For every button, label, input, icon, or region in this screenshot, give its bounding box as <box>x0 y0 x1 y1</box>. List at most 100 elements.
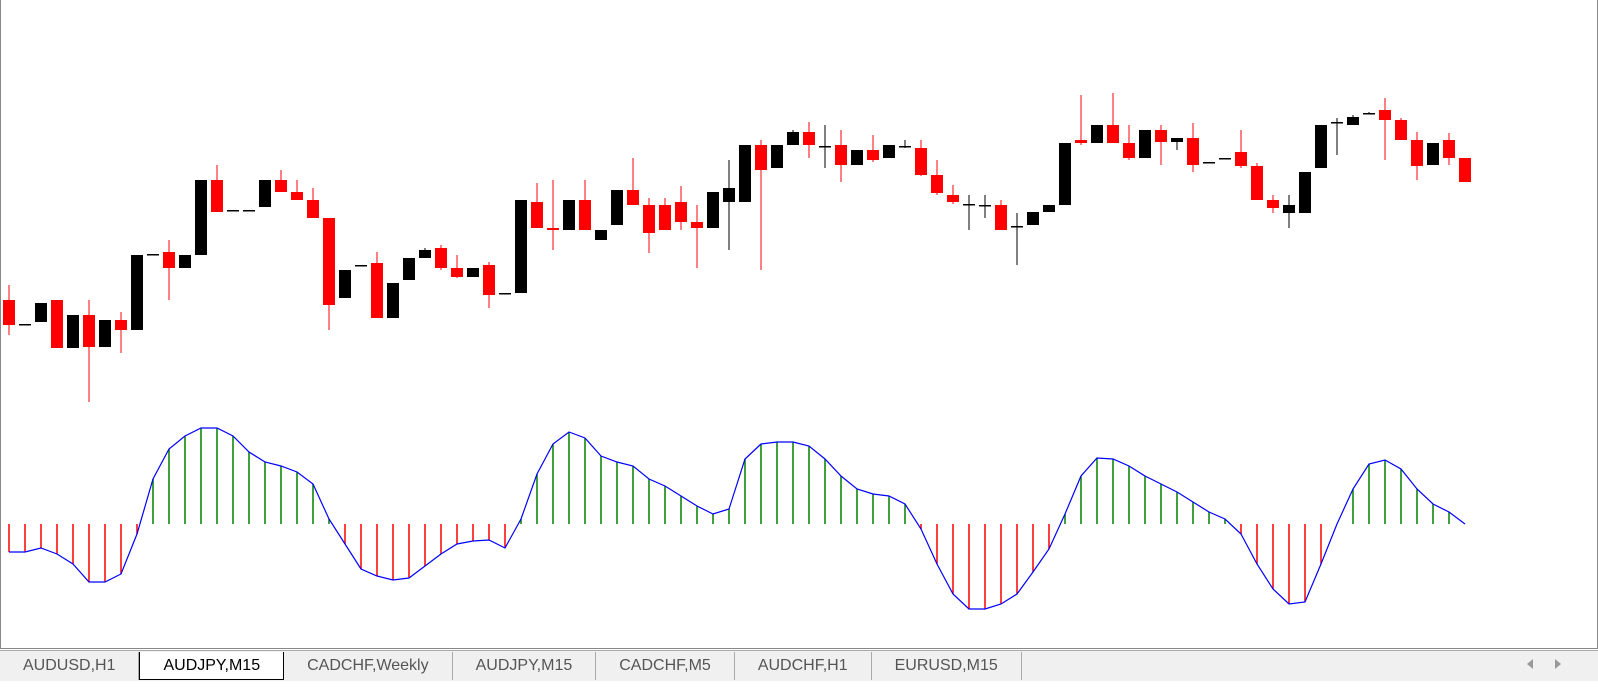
candle-body <box>643 205 655 233</box>
candle-body <box>611 190 623 225</box>
candle-body <box>931 175 943 193</box>
candle-body <box>515 200 527 293</box>
candle-body <box>67 315 79 348</box>
candle-body <box>867 150 879 160</box>
candle-body <box>1027 212 1039 225</box>
candle-body <box>1187 138 1199 165</box>
candle-body <box>1347 117 1359 125</box>
candle-body <box>115 320 127 330</box>
candle-body <box>355 265 367 267</box>
candle-body <box>195 180 207 255</box>
candle-body <box>579 200 591 230</box>
tab[interactable]: CADCHF,Weekly <box>284 652 453 680</box>
candle-body <box>1299 172 1311 213</box>
candle-body <box>1315 125 1327 168</box>
candle-body <box>1091 125 1103 143</box>
candle-body <box>467 268 479 277</box>
candle-body <box>179 255 191 268</box>
candle-body <box>419 250 431 258</box>
candle-body <box>243 210 255 212</box>
candle-body <box>499 293 511 295</box>
candle-body <box>691 222 703 228</box>
candle-body <box>771 145 783 168</box>
candle-body <box>387 283 399 318</box>
candle-body <box>1251 166 1263 200</box>
candle-body <box>707 192 719 228</box>
scroll-left[interactable] <box>1527 659 1533 669</box>
candle-body <box>531 202 543 228</box>
tab-bar: AUDUSD,H1 AUDJPY,M15 CADCHF,Weekly AUDJPY,M… <box>0 650 1598 681</box>
candle-body <box>451 268 463 277</box>
candle-body <box>627 190 639 205</box>
candle-body <box>1427 143 1439 165</box>
candle-body <box>883 145 895 158</box>
tab[interactable]: CADCHF,M5 <box>596 652 735 680</box>
osc-line <box>9 427 1466 610</box>
tab[interactable]: AUDJPY,M15 <box>139 652 285 680</box>
candle-body <box>99 320 111 347</box>
candle-body <box>371 263 383 318</box>
candle-body <box>1443 140 1455 158</box>
candle-body <box>1219 158 1231 160</box>
scroll-right[interactable] <box>1555 659 1561 669</box>
tab[interactable]: AUDCHF,H1 <box>735 652 872 680</box>
candle-body <box>339 270 351 298</box>
tab[interactable]: AUDJPY,M15 <box>453 652 597 680</box>
candle-body <box>19 324 31 326</box>
candle-body <box>323 218 335 305</box>
candle-body <box>1155 130 1167 142</box>
tab[interactable]: EURUSD,M15 <box>872 652 1022 680</box>
candle-body <box>755 145 767 170</box>
candle-body <box>435 248 447 268</box>
candle-body <box>1075 140 1087 143</box>
candle-body <box>227 210 239 212</box>
candle-body <box>1411 140 1423 166</box>
candle-body <box>1203 162 1215 164</box>
candle-body <box>51 300 63 348</box>
candle-body <box>963 204 975 206</box>
candle-body <box>1267 200 1279 208</box>
candle-body <box>35 303 47 322</box>
candle-body <box>291 192 303 200</box>
candle-body <box>3 300 15 325</box>
candle-body <box>851 150 863 165</box>
candle-body <box>899 146 911 148</box>
candle-body <box>1283 205 1295 213</box>
candle-body <box>803 132 815 145</box>
candle-body <box>83 315 95 347</box>
tab-scroll[interactable] <box>1515 654 1575 674</box>
candle-body <box>307 200 319 218</box>
candle-body <box>403 258 415 280</box>
candle-body <box>739 145 751 202</box>
candle-body <box>483 265 495 295</box>
candle-body <box>675 202 687 222</box>
candle-body <box>1011 226 1023 228</box>
candle-body <box>547 228 559 230</box>
candle-body <box>915 148 927 175</box>
candle-body <box>1379 110 1391 120</box>
candle-body <box>1331 122 1343 124</box>
candle-body <box>947 195 959 202</box>
candle-body <box>1107 125 1119 143</box>
candle-body <box>819 146 831 148</box>
candle-body <box>979 205 991 207</box>
candle-body <box>163 252 175 268</box>
candle-body <box>1123 143 1135 158</box>
candle-body <box>1363 113 1375 115</box>
candle-body <box>723 188 735 202</box>
candle-body <box>1171 138 1183 142</box>
candle-body <box>995 205 1007 230</box>
tab[interactable]: AUDUSD,H1 <box>0 652 140 680</box>
candle-body <box>1059 143 1071 205</box>
candle-body <box>1235 152 1247 166</box>
chart <box>0 0 1598 649</box>
candle-body <box>259 180 271 207</box>
candle-body <box>1139 130 1151 158</box>
candle-body <box>1395 120 1407 140</box>
candle-body <box>563 200 575 230</box>
candle-body <box>1459 158 1471 182</box>
candle-body <box>211 180 223 212</box>
candle-body <box>275 180 287 192</box>
candle-body <box>659 205 671 230</box>
